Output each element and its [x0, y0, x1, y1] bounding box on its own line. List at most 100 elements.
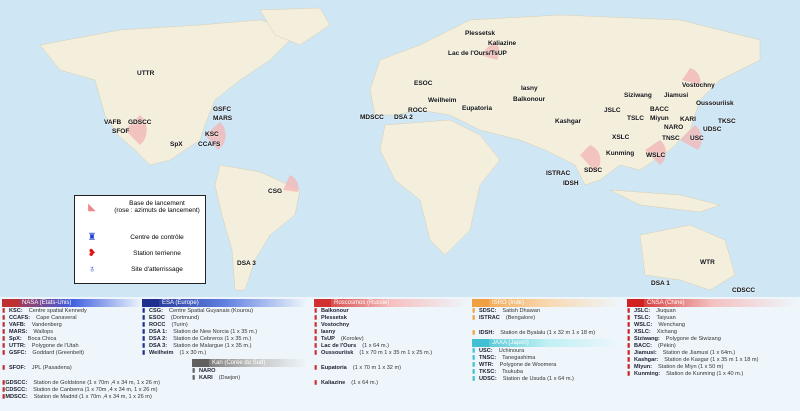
- legend-landing: Site d'atterrissage: [131, 266, 183, 273]
- site-code: Iasny: [321, 329, 336, 335]
- site-type-icon: ▮: [2, 322, 6, 328]
- agency-entry: ▮ NARO: [192, 368, 307, 375]
- agency-entry: ▮ Weilheim (1 x 30 m.): [142, 350, 307, 357]
- site-type-icon: ▮: [314, 322, 318, 328]
- site-type-icon: ▮: [472, 362, 476, 368]
- agency-entry: ▮ MDSCC: Station de Madrid (1 x 70m ,4 x 3…: [2, 394, 152, 401]
- agency-column: NASA (Etats-Unis) ▮ KSC: Centre spatial Ken…: [2, 299, 160, 401]
- agency-entry: ▮ Lac de l'Ours (1 x 64 m.): [314, 343, 469, 350]
- site-code: UDSC:: [479, 376, 497, 382]
- site-label: DSA 2: [394, 114, 413, 121]
- site-code: CSG:: [149, 308, 163, 314]
- agency-entry: ▮ CCAFS: Cape Canaveral: [2, 315, 142, 322]
- flag-icon: [474, 339, 489, 347]
- control-center-icon: ♜: [87, 232, 97, 243]
- site-label: XSLC: [612, 134, 630, 141]
- site-code: TsUP: [321, 336, 335, 342]
- site-label: GDSCC: [128, 119, 152, 126]
- sub-agency-block: JAXA (Japon) ▮ USC: Uchinoura ▮ TNSC: Tanegash…: [472, 339, 622, 383]
- site-type-icon: ▮: [2, 329, 6, 335]
- site-label: Balkonour: [513, 96, 546, 103]
- site-description: Station de Malargue (1 x 35 m.): [173, 343, 252, 349]
- site-label: Lac de l'Ours/TsUP: [448, 50, 507, 57]
- site-description: Station de Usuda (1 x 64 m.): [502, 376, 574, 382]
- site-description: Station de New Norcia (1 x 35 m.): [173, 329, 258, 335]
- site-code: DSA 2:: [149, 336, 168, 342]
- site-description: (1 x 64 m.): [351, 380, 378, 386]
- site-description: Polygone de l'Utah: [31, 343, 79, 349]
- agency-entry: ▮ Oussouriisk (1 x 70 m 1 x 35 m 1 x 25 m.…: [314, 350, 469, 357]
- site-label: ESOC: [414, 80, 433, 87]
- site-code: ROCC: [149, 322, 166, 328]
- site-description: Boca Chica: [27, 336, 57, 342]
- agency-entry: ▮ Plessetsk: [314, 315, 469, 322]
- site-type-icon: ▮: [314, 315, 318, 321]
- site-type-icon: ▮: [192, 375, 196, 381]
- site-label: WSLC: [646, 152, 666, 159]
- site-type-icon: ▮: [2, 387, 6, 393]
- site-label: Plessetsk: [465, 30, 495, 37]
- site-type-icon: ▮: [472, 308, 476, 314]
- site-type-icon: ▮: [472, 330, 476, 336]
- agency-entry: ▮ ROCC (Turin): [142, 322, 307, 329]
- site-label: KSC: [205, 131, 219, 138]
- spacer: [472, 322, 622, 330]
- agency-entry: ▮ XSLC: Xichang: [627, 329, 797, 336]
- site-description: Station de Byalalu (1 x 32 m 1 x 18 m): [500, 330, 596, 336]
- agency-block: NASA (Etats-Unis) ▮ KSC: Centre spatial Ken…: [2, 299, 160, 401]
- greenland: [259, 7, 331, 46]
- site-description: (1 x 70 m 1 x 35 m 1 x 25 m.): [359, 350, 433, 356]
- site-description: (Daejon): [218, 375, 241, 381]
- launch-roses: [125, 40, 702, 192]
- site-type-icon: ▮: [314, 365, 318, 371]
- site-description: (Dortmund): [170, 315, 200, 321]
- agency-entry: ▮ KSC: Centre spatial Kennedy: [2, 308, 142, 315]
- site-type-icon: ▮: [2, 380, 6, 386]
- site-description: (Bengalore): [505, 315, 536, 321]
- site-code: Lac de l'Ours: [321, 343, 357, 349]
- site-code: SpX:: [9, 336, 22, 342]
- site-description: (Korolev): [340, 336, 364, 342]
- site-type-icon: ▮: [627, 364, 631, 370]
- agency-entry: ▮ DSA 2: Station de Cebreros (1 x 35 m.): [142, 336, 307, 343]
- agency-block: Roscosmos (Russie) ▮ Balkonour ▮ Plessetsk ▮ V…: [314, 299, 469, 387]
- agency-entry: ▮ IDSH: Station de Byalalu (1 x 32 m 1 x 1…: [472, 330, 622, 337]
- spacer: [314, 372, 469, 380]
- site-type-icon: ▮: [2, 350, 6, 356]
- legend-launch-base: Base de lancement: [129, 200, 185, 207]
- site-code: TSLC:: [634, 315, 651, 321]
- agency-entry: ▮ Kunming: Station de Kunming (1 x 40 m.): [627, 371, 797, 378]
- site-code: TKSC:: [479, 369, 497, 375]
- agency-entry: ▮ WSLC: Wenchang: [627, 322, 797, 329]
- australia: [639, 224, 736, 291]
- site-label: UTTR: [137, 70, 155, 77]
- site-type-icon: ▮: [627, 357, 631, 363]
- agency-header: Kari (Corée du Sud): [192, 359, 307, 367]
- site-code: NARO: [199, 368, 216, 374]
- flag-icon: [194, 359, 209, 367]
- agency-entry: ▮ SpX: Boca Chica: [2, 336, 142, 343]
- site-code: MARS:: [9, 329, 28, 335]
- site-code: CDSCC:: [5, 387, 28, 393]
- legend-launch-rose: (rose : azimuts de lancement): [114, 207, 200, 214]
- site-type-icon: ▮: [627, 329, 631, 335]
- agency-entry: ▮ DSA 3: Station de Malargue (1 x 35 m.): [142, 343, 307, 350]
- site-type-icon: ▮: [142, 322, 146, 328]
- north-america: [39, 19, 301, 166]
- agency-block: CNSA (Chine) ▮ JSLC: Jiuquan ▮ TSLC: Taiyuan ▮ W…: [627, 299, 797, 378]
- ground-station-icon: ❥: [87, 248, 97, 259]
- site-label: SFOF: [112, 128, 130, 135]
- site-description: (1 x 64 m.): [362, 343, 389, 349]
- site-description: (1 x 30 m.): [179, 350, 207, 356]
- site-label: CDSCC: [732, 287, 756, 294]
- agency-entry: ▮ TsUP (Korolev): [314, 336, 469, 343]
- legend-control: Centre de contrôle: [130, 234, 184, 241]
- site-type-icon: ▮: [192, 368, 196, 374]
- site-label: GSFC: [213, 106, 232, 113]
- agency-block: ESA (Europe) ▮ CSG: Centre Spatial Guyanais…: [142, 299, 307, 357]
- agency-entry: ▮ SFOF: JPL (Pasadena): [2, 365, 142, 372]
- site-label: KARI: [680, 116, 696, 123]
- site-description: Polygone de Woomera: [499, 362, 557, 368]
- site-code: ISTRAC: [479, 315, 500, 321]
- agency-entry: ▮ Vostochny: [314, 322, 469, 329]
